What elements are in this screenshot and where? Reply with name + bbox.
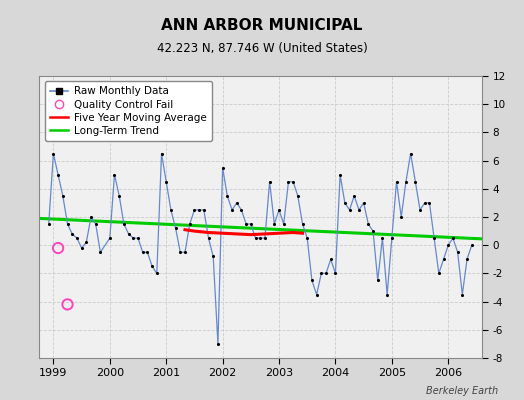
Point (392, 178, 401, 185)
Point (110, 172, 118, 178)
Point (176, 249, 184, 256)
Point (298, 221, 307, 227)
Point (134, 235, 142, 241)
Point (407, 150, 415, 157)
Point (453, 249, 462, 256)
Point (331, 270, 340, 277)
Point (167, 207, 175, 213)
Point (261, 235, 269, 241)
Point (303, 235, 311, 241)
Point (87, 214, 95, 220)
Point (355, 207, 363, 213)
Point (233, 200, 241, 206)
Point (200, 207, 208, 213)
Point (115, 193, 124, 199)
Point (223, 193, 232, 199)
Point (96, 249, 105, 256)
Point (162, 178, 170, 185)
Text: 42.223 N, 87.746 W (United States): 42.223 N, 87.746 W (United States) (157, 42, 367, 55)
Point (143, 249, 151, 256)
Point (388, 235, 396, 241)
Point (289, 178, 297, 185)
Point (312, 291, 321, 298)
Point (416, 207, 424, 213)
Point (326, 256, 335, 262)
Point (411, 178, 420, 185)
Point (181, 249, 189, 256)
Point (402, 178, 410, 185)
Point (157, 150, 166, 157)
Point (237, 207, 246, 213)
Point (284, 178, 292, 185)
Point (378, 235, 387, 241)
Point (425, 200, 434, 206)
Point (209, 253, 217, 260)
Point (383, 291, 391, 298)
Point (148, 263, 156, 270)
Point (359, 200, 368, 206)
Point (73, 235, 81, 241)
Point (82, 239, 91, 246)
Point (242, 221, 250, 227)
Point (434, 270, 443, 277)
Point (266, 178, 274, 185)
Point (152, 270, 161, 277)
Point (364, 221, 373, 227)
Point (467, 242, 476, 248)
Point (204, 235, 213, 241)
Point (397, 214, 406, 220)
Point (68, 231, 77, 237)
Point (247, 221, 255, 227)
Text: ANN ARBOR MUNICIPAL: ANN ARBOR MUNICIPAL (161, 18, 363, 33)
Text: Berkeley Earth: Berkeley Earth (425, 386, 498, 396)
Point (341, 200, 349, 206)
Point (138, 249, 147, 256)
Point (78, 245, 86, 251)
Point (124, 231, 133, 237)
Legend: Raw Monthly Data, Quality Control Fail, Five Year Moving Average, Long-Term Tren: Raw Monthly Data, Quality Control Fail, … (45, 81, 212, 141)
Point (430, 235, 439, 241)
Point (195, 207, 203, 213)
Point (252, 235, 260, 241)
Point (54, 172, 62, 178)
Point (345, 207, 354, 213)
Point (45, 221, 53, 227)
Point (317, 270, 325, 277)
Point (49, 150, 58, 157)
Point (322, 270, 330, 277)
Point (119, 221, 128, 227)
Point (190, 207, 199, 213)
Point (129, 235, 137, 241)
Point (350, 193, 358, 199)
Point (458, 291, 466, 298)
Point (463, 256, 471, 262)
Point (219, 164, 227, 171)
Point (54, 245, 62, 251)
Point (63, 301, 72, 308)
Point (336, 172, 344, 178)
Point (279, 221, 288, 227)
Point (293, 193, 302, 199)
Point (374, 277, 382, 284)
Point (308, 277, 316, 284)
Point (214, 341, 222, 347)
Point (171, 225, 180, 232)
Point (275, 207, 283, 213)
Point (444, 242, 452, 248)
Point (270, 221, 279, 227)
Point (256, 235, 265, 241)
Point (369, 228, 377, 234)
Point (228, 207, 236, 213)
Point (92, 221, 100, 227)
Point (59, 193, 67, 199)
Point (421, 200, 429, 206)
Point (439, 256, 447, 262)
Point (449, 235, 457, 241)
Point (63, 221, 72, 227)
Point (106, 235, 114, 241)
Point (185, 221, 194, 227)
